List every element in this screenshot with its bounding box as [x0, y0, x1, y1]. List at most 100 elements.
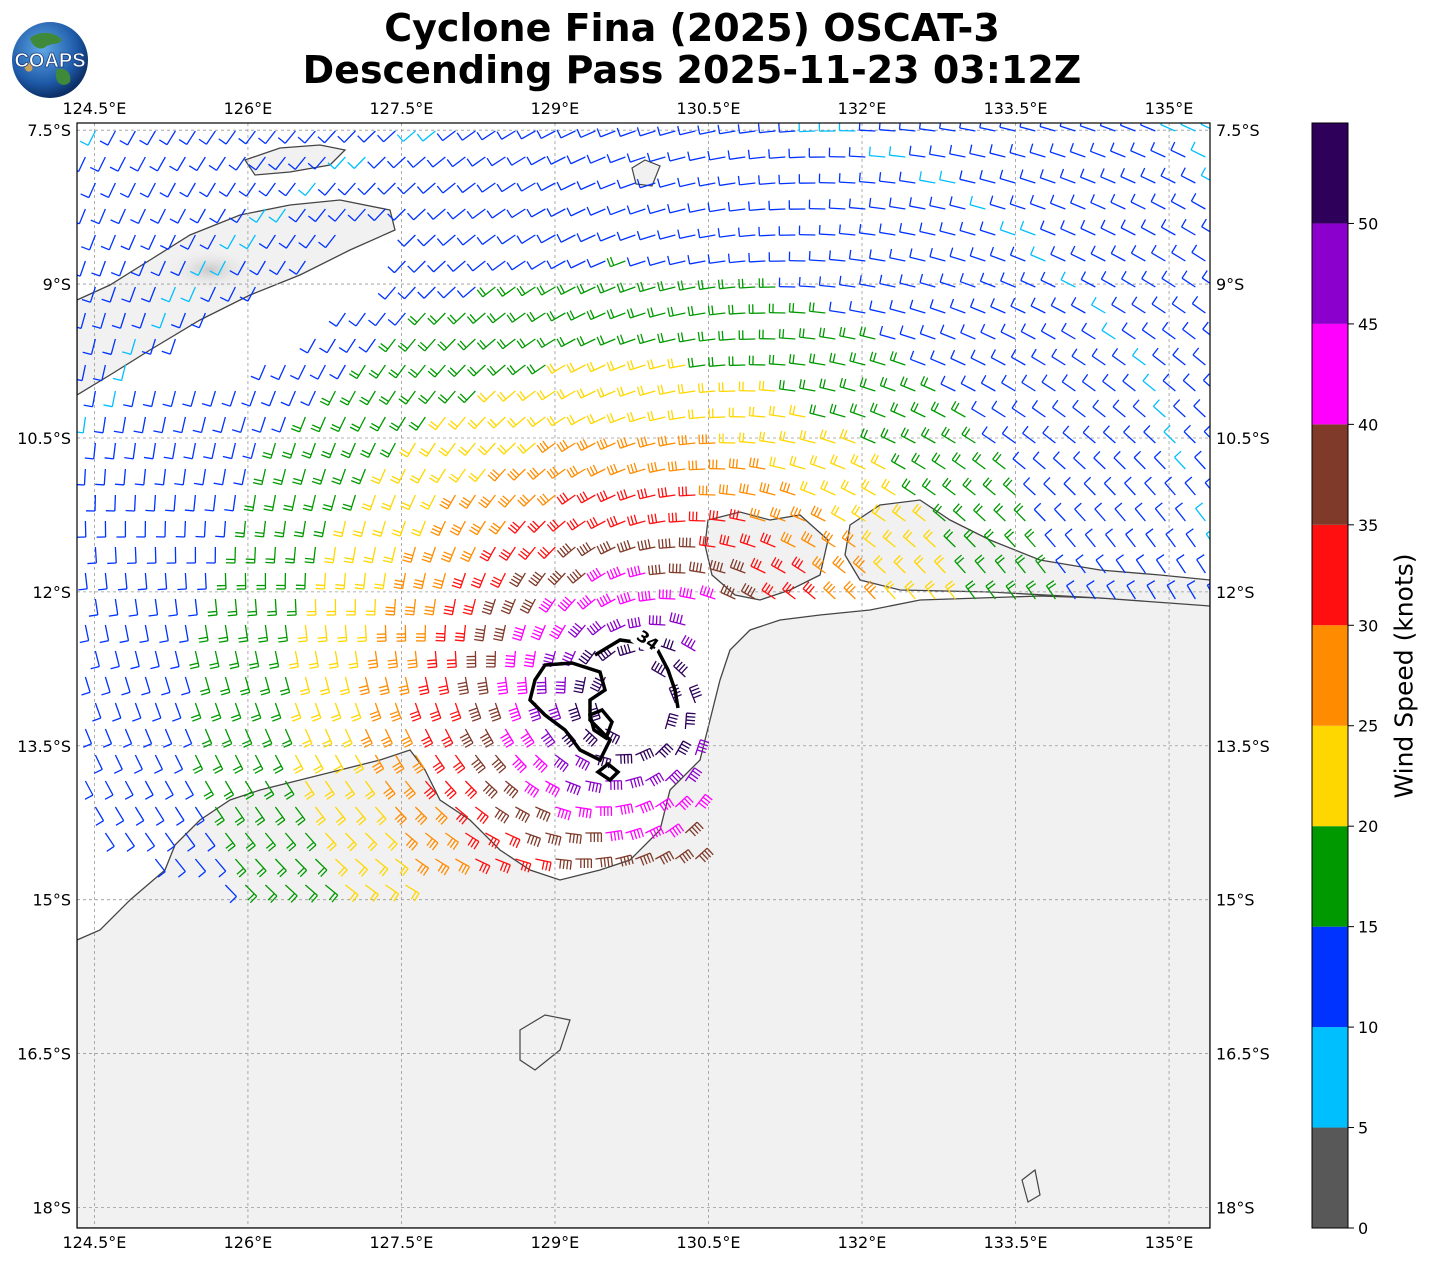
- wind-barb: [394, 806, 407, 826]
- wind-barb: [971, 451, 986, 470]
- wind-barb: [939, 324, 956, 340]
- wind-barb: [367, 650, 379, 669]
- wind-barb: [1021, 374, 1036, 392]
- wind-barb: [456, 130, 476, 141]
- wind-barb: [738, 330, 756, 341]
- wind-barb: [130, 260, 146, 277]
- wind-barb: [1111, 296, 1126, 314]
- wind-barb: [985, 580, 996, 600]
- wind-barb: [616, 489, 636, 501]
- wind-barb: [124, 780, 134, 800]
- wind-barb: [788, 354, 806, 366]
- colorbar-tick-label: 5: [1358, 1119, 1368, 1138]
- wind-barb: [104, 832, 115, 852]
- wind-barb: [1030, 297, 1046, 314]
- wind-barb: [270, 702, 282, 722]
- wind-barb: [1039, 169, 1056, 184]
- wind-barb: [174, 754, 184, 774]
- wind-barb: [452, 754, 466, 774]
- wind-barb: [818, 327, 836, 340]
- wind-barb: [920, 427, 936, 444]
- wind-barb: [535, 806, 551, 822]
- wind-barb: [656, 230, 676, 240]
- wind-barb: [77, 364, 87, 382]
- wind-barb: [117, 572, 128, 591]
- wind-barb: [759, 532, 776, 548]
- wind-barb: [428, 468, 446, 484]
- wind-barb: [110, 650, 120, 670]
- wind-barb: [454, 624, 467, 642]
- wind-barb: [970, 349, 986, 366]
- wind-barb: [203, 442, 217, 460]
- wind-barb: [697, 279, 716, 291]
- wind-barb: [290, 416, 306, 433]
- wind-barb: [738, 432, 756, 444]
- wind-barb: [470, 572, 486, 589]
- wind-barb: [418, 390, 436, 405]
- wind-barb: [576, 128, 596, 139]
- wind-barb: [144, 780, 154, 800]
- wind-barb: [496, 130, 516, 140]
- wind-barb: [151, 312, 166, 329]
- lon-tick-label-top: 132°E: [838, 99, 887, 118]
- wind-barb: [249, 260, 266, 276]
- wind-barb: [673, 659, 688, 678]
- colorbar-bin: [1312, 424, 1348, 525]
- wind-barb: [699, 585, 716, 600]
- wind-barb: [889, 351, 906, 366]
- wind-barb: [497, 494, 516, 508]
- wind-barb: [101, 286, 116, 303]
- wind-barb: [496, 338, 516, 350]
- wind-barb: [770, 556, 786, 574]
- wind-barb: [596, 541, 616, 555]
- wind-barb: [319, 390, 336, 406]
- wind-barb: [193, 468, 207, 486]
- wind-barb: [223, 780, 235, 800]
- wind-barb: [421, 546, 437, 563]
- wind-barb: [918, 171, 936, 184]
- wind-barb: [677, 280, 696, 291]
- wind-barb: [125, 494, 137, 512]
- wind-barb: [267, 598, 278, 617]
- wind-barb: [194, 858, 207, 878]
- wind-barb: [952, 503, 966, 522]
- wind-barb: [160, 234, 176, 250]
- wind-barb: [448, 468, 466, 483]
- wind-barb: [517, 494, 536, 507]
- wind-barb: [575, 754, 591, 771]
- wind-barb: [476, 286, 496, 298]
- wind-barb: [1100, 168, 1116, 184]
- wind-barb: [798, 276, 816, 288]
- wind-barb: [228, 208, 246, 224]
- wind-barb: [1010, 297, 1026, 314]
- wind-barb: [757, 123, 776, 134]
- lat-tick-label-right: 16.5°S: [1216, 1045, 1270, 1064]
- wind-barb: [708, 459, 726, 470]
- wind-barb: [77, 208, 86, 225]
- wind-barb: [326, 598, 337, 616]
- wind-barb: [573, 676, 587, 694]
- wind-barb: [114, 468, 127, 486]
- wind-barb: [1165, 528, 1176, 548]
- wind-barb: [376, 624, 387, 642]
- wind-barb: [576, 181, 596, 191]
- wind-barb: [918, 123, 936, 132]
- axis-ticks: 124.5°E 124.5°E 126°E 126°E 127.5°E 127.5°E 12…: [17, 99, 1270, 1252]
- wind-barb: [486, 312, 506, 324]
- wind-barb: [859, 377, 876, 392]
- wind-barb: [222, 442, 237, 460]
- contour-34kt-blob: [587, 707, 614, 741]
- wind-barb: [546, 415, 566, 427]
- wind-barb: [606, 566, 626, 580]
- wind-barb: [646, 256, 666, 266]
- wind-barb: [508, 702, 522, 722]
- wind-barb: [538, 597, 556, 613]
- wind-barb: [371, 520, 387, 537]
- wind-barb: [486, 364, 506, 376]
- wind-barb: [656, 178, 676, 188]
- wind-barb: [87, 546, 98, 565]
- wind-barb: [89, 156, 106, 172]
- wind-barb: [1049, 194, 1066, 210]
- wind-barb: [1001, 425, 1016, 444]
- wind-barb: [468, 468, 486, 483]
